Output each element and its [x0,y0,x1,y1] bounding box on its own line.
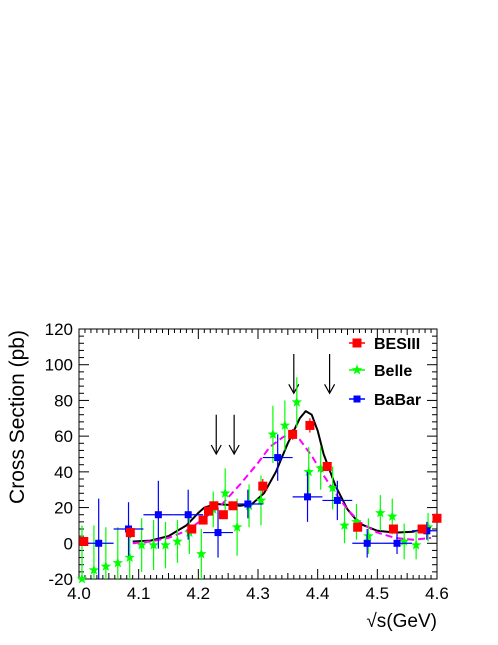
point-besiii [417,524,427,534]
point-besiii [187,524,197,534]
legend-item-belle: Belle [349,363,412,380]
point-belle [339,519,350,530]
point-belle [267,428,279,439]
x-tick-label: 4.5 [366,584,390,603]
point-babar [214,529,222,537]
point-besiii [288,429,298,439]
y-tick-label: 120 [45,320,73,339]
point-besiii [218,510,228,520]
point-belle [422,521,434,532]
point-belle [279,419,291,430]
y-tick-label: 20 [54,499,73,518]
legend-label: Belle [374,363,412,380]
point-belle [220,487,231,498]
legend-swatch-marker [352,338,362,348]
data-points [76,377,442,584]
point-besiii [198,515,208,525]
point-besiii [125,528,135,538]
legend-item-besiii: BESIII [349,336,420,353]
y-tick-label: 40 [54,463,73,482]
series-besiii [79,418,442,546]
point-besiii [209,501,219,511]
point-belle [172,536,183,546]
point-belle [387,511,398,521]
x-axis-label: √s(GeV) [366,611,437,632]
y-tick-label: 0 [64,534,73,553]
point-belle [399,536,410,546]
y-tick-label: 100 [45,356,73,375]
point-belle [136,539,147,550]
x-axis-label-sqrt: √s [366,611,386,632]
legend-swatch-marker [353,395,361,403]
y-tick-label: 80 [54,391,73,410]
point-belle [351,516,362,527]
point-belle [160,539,171,550]
legend: BESIII Belle BaBar [349,336,421,409]
point-babar [363,539,371,547]
series-belle [76,377,434,584]
point-belle [255,494,267,505]
point-babar [333,496,341,504]
y-tick-label: 60 [54,427,73,446]
point-besiii [322,462,332,471]
point-besiii [258,481,268,491]
y-tick-label: -20 [48,570,73,589]
point-besiii [305,420,315,430]
legend-swatch-marker [351,364,363,375]
point-belle [231,521,243,532]
legend-label: BaBar [374,392,421,409]
point-babar [95,539,103,547]
y-axis: -20 0 20 40 60 80 100 120 [45,320,437,589]
arrow-head [228,444,240,456]
point-belle [303,466,314,477]
point-belle [375,507,386,518]
x-tick-label: 4.3 [246,584,270,603]
point-belle [410,539,422,550]
point-belle [148,539,159,550]
x-tick-label: 4.1 [127,584,151,603]
legend-label: BESIII [374,336,420,353]
y-axis-label: Cross Section (pb) [6,330,29,504]
arrow-head [324,383,336,395]
point-belle [327,482,338,493]
point-babar [274,454,282,462]
legend-item-babar: BaBar [349,392,421,409]
x-axis-label-unit: (GeV) [386,611,437,632]
point-belle [88,564,100,575]
point-belle [76,573,88,584]
point-belle [100,561,112,571]
point-belle [291,396,302,407]
point-besiii [228,501,238,511]
point-babar [393,539,401,547]
point-belle [124,552,135,562]
point-babar [304,493,312,501]
point-belle [112,557,123,568]
point-besiii [203,506,213,516]
point-babar [244,500,252,508]
point-besiii [432,513,442,523]
arrow-head [210,444,222,456]
point-belle [315,462,326,473]
point-besiii [79,537,89,546]
point-belle [363,530,374,541]
point-besiii [353,522,363,532]
fit-curve-dashed [132,433,432,545]
x-tick-label: 4.6 [425,584,449,603]
x-tick-label: 4.4 [306,584,330,603]
point-babar [184,511,192,519]
point-belle [196,548,207,559]
x-tick-label: 4.0 [67,584,91,603]
point-babar [423,527,431,535]
point-besiii [388,524,398,534]
x-tick-label: 4.2 [187,584,211,603]
point-babar [154,511,162,519]
x-axis: 4.0 4.1 4.2 4.3 4.4 4.5 4.6 [67,329,449,603]
